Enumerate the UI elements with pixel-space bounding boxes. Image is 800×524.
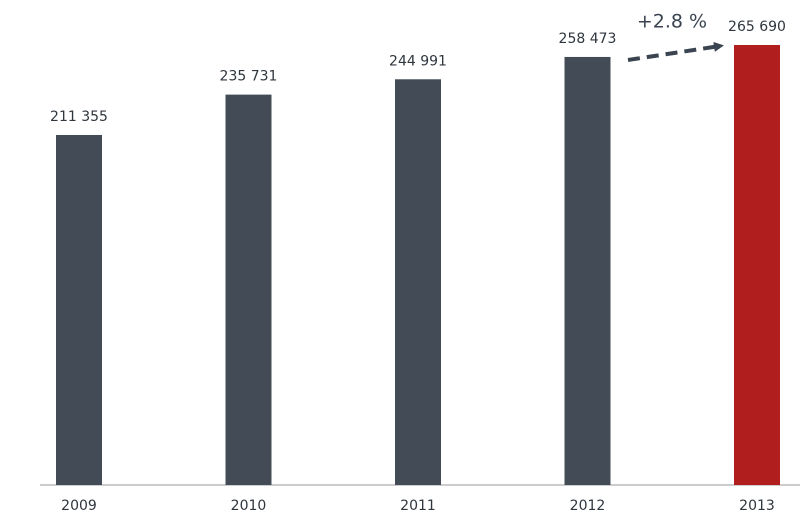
value-label: 244 991 <box>389 53 447 69</box>
bar <box>225 94 272 485</box>
x-tick-label: 2013 <box>739 498 775 514</box>
x-tick-label: 2011 <box>400 498 436 514</box>
x-tick-label: 2009 <box>61 498 97 514</box>
bar <box>56 134 102 486</box>
value-label: 235 731 <box>220 69 278 85</box>
x-tick-label: 2012 <box>570 498 606 514</box>
x-tick-label: 2010 <box>231 498 267 514</box>
annotation: +2.8 % <box>637 11 707 33</box>
bar <box>734 45 780 485</box>
value-label: 211 355 <box>50 109 108 125</box>
bar <box>564 56 611 486</box>
bar <box>395 79 441 485</box>
value-label: 258 473 <box>559 31 617 47</box>
value-label: 265 690 <box>728 19 786 35</box>
growth-arrow <box>627 41 724 62</box>
